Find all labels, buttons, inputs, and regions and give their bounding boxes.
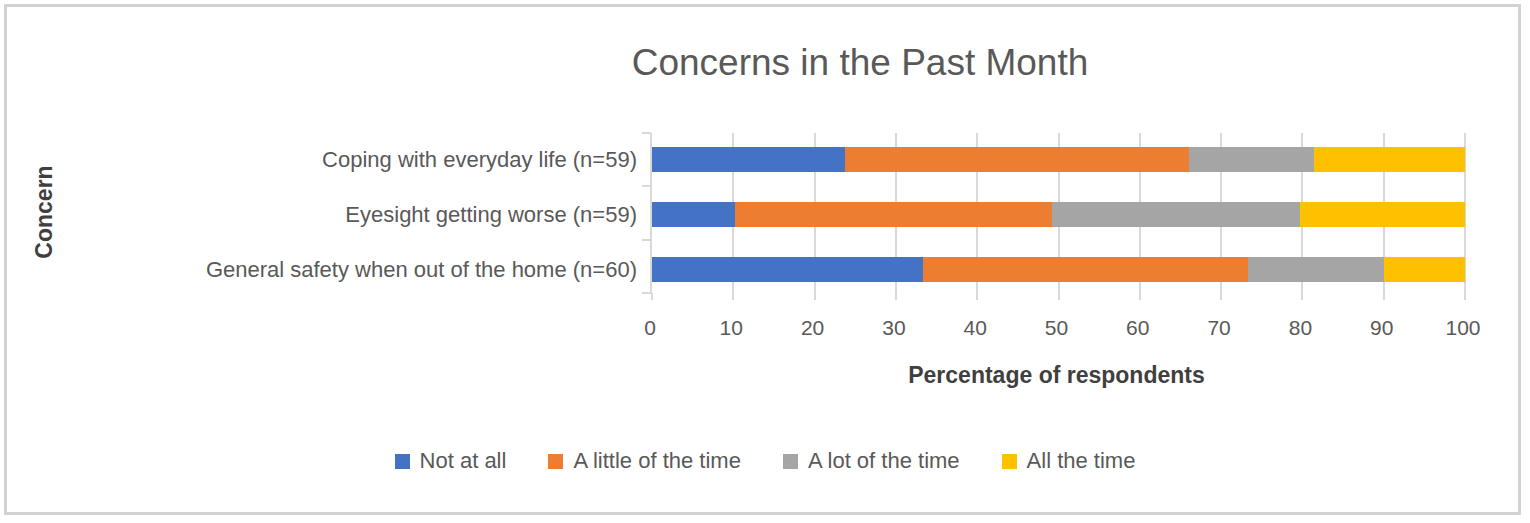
legend-label: Not at all [420, 448, 507, 474]
legend-label: A little of the time [573, 448, 741, 474]
x-tick-label: 60 [1126, 316, 1149, 340]
bar-segment [1384, 257, 1465, 282]
y-axis-tick [642, 132, 651, 134]
bar-segment [1300, 202, 1465, 227]
legend-label: A lot of the time [808, 448, 960, 474]
legend: Not at all A little of the time A lot of t… [0, 448, 1530, 474]
x-axis-tick [651, 293, 653, 300]
y-axis-tick [642, 292, 651, 294]
chart-container: Concerns in the Past Month Concern Copin… [0, 0, 1530, 523]
x-axis-tick [1220, 293, 1222, 300]
legend-label: All the time [1027, 448, 1136, 474]
x-axis-title: Percentage of respondents [650, 362, 1463, 389]
x-axis-tick [1464, 293, 1466, 300]
legend-swatch [395, 454, 410, 469]
x-axis-tick [732, 293, 734, 300]
category-axis-labels: Coping with everyday life (n=59) Eyesight… [0, 0, 637, 523]
x-axis-tick [976, 293, 978, 300]
x-axis-tick [1058, 293, 1060, 300]
y-axis-tick [642, 239, 651, 241]
bar-segment [1052, 202, 1300, 227]
x-tick-label: 90 [1370, 316, 1393, 340]
legend-item: A little of the time [548, 448, 741, 474]
bar-segment [1189, 147, 1313, 172]
bar-segment [1314, 147, 1465, 172]
x-tick-label: 30 [882, 316, 905, 340]
x-tick-label: 40 [964, 316, 987, 340]
legend-item: A lot of the time [783, 448, 960, 474]
x-tick-label: 50 [1045, 316, 1068, 340]
legend-swatch [783, 454, 798, 469]
bar-segment [652, 147, 845, 172]
bar-segment [845, 147, 1190, 172]
legend-item: All the time [1002, 448, 1136, 474]
x-tick-label: 0 [644, 316, 656, 340]
x-axis-tick [1383, 293, 1385, 300]
legend-swatch [1002, 454, 1017, 469]
y-axis-tick [642, 185, 651, 187]
category-label: Eyesight getting worse (n=59) [345, 202, 637, 228]
x-axis-tick [1301, 293, 1303, 300]
legend-item: Not at all [395, 448, 507, 474]
bar-segment [652, 257, 923, 282]
x-tick-label: 20 [801, 316, 824, 340]
category-label: Coping with everyday life (n=59) [322, 147, 637, 173]
category-label: General safety when out of the home (n=6… [206, 257, 637, 283]
x-tick-label: 70 [1207, 316, 1230, 340]
plot-area [650, 133, 1465, 293]
x-axis-tick [1139, 293, 1141, 300]
bar-segment [652, 202, 735, 227]
x-tick-label: 80 [1289, 316, 1312, 340]
bar-segment [923, 257, 1248, 282]
chart-title: Concerns in the Past Month [632, 42, 1089, 84]
bar-segment [735, 202, 1052, 227]
bar-segment [1248, 257, 1384, 282]
x-tick-label: 100 [1445, 316, 1480, 340]
x-tick-label: 10 [720, 316, 743, 340]
x-axis-tick [895, 293, 897, 300]
legend-swatch [548, 454, 563, 469]
x-axis-tick [814, 293, 816, 300]
x-axis-tick-labels: 0102030405060708090100 [650, 316, 1463, 346]
